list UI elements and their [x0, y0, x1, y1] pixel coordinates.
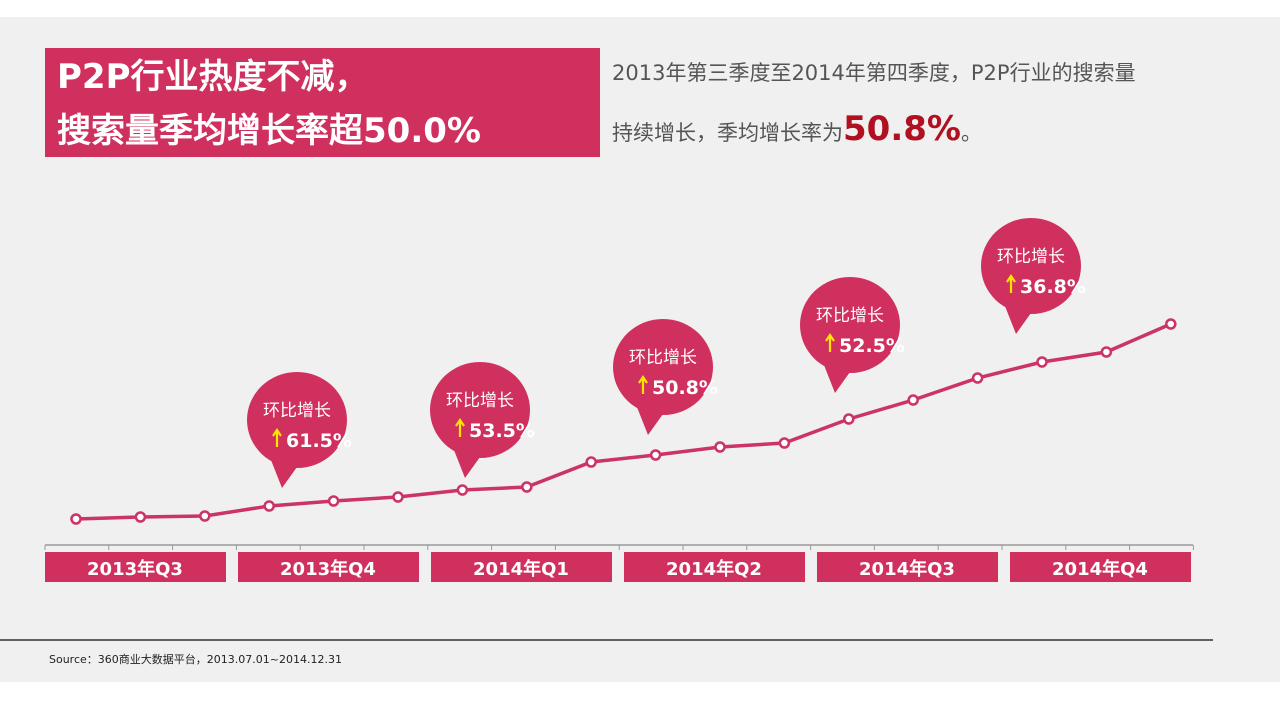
point — [971, 372, 984, 384]
category-box — [238, 552, 419, 582]
callout-bubble — [800, 277, 900, 373]
line — [75, 322, 1172, 521]
x-tick-label: 2014年Q3 — [859, 558, 955, 580]
point — [199, 510, 211, 522]
up-arrow — [1006, 274, 1016, 293]
callout: 环比增长 36.8% — [981, 218, 1086, 334]
callout: 环比增长 61.5% — [247, 372, 352, 488]
callout: 环比增长 52.5% — [800, 277, 905, 393]
callout-value: 61.5% — [286, 430, 352, 452]
point — [843, 413, 855, 425]
callout-value: 50.8% — [652, 377, 718, 399]
callout-bubble — [430, 362, 530, 458]
callout-label: 环比增长 — [263, 401, 331, 421]
point — [521, 481, 533, 493]
subtitle-highlight: 50.8% — [843, 109, 961, 149]
title-line: P2P行业热度不减， — [57, 57, 369, 97]
category-box — [45, 552, 226, 582]
subtitle-text: 持续增长，季均增长率为 — [612, 121, 843, 145]
source: Source：360商业大数据平台，2013.07.01~2014.12.31 — [49, 652, 342, 666]
point — [134, 511, 147, 523]
callout-label: 环比增长 — [816, 306, 884, 326]
callout-value: 52.5% — [839, 335, 905, 357]
callout-label: 环比增长 — [997, 247, 1065, 267]
point — [778, 437, 791, 449]
point — [327, 495, 340, 507]
x-tick-label: 2014年Q4 — [1052, 558, 1148, 580]
subtitle: 2013年第三季度至2014年第四季度，P2P行业的搜索量 — [612, 61, 1136, 85]
point — [456, 484, 469, 496]
callout-value: 53.5% — [469, 420, 535, 442]
title-box — [45, 48, 600, 157]
up-arrow — [455, 418, 465, 437]
category-box — [1010, 552, 1191, 582]
callout-label: 环比增长 — [446, 391, 514, 411]
callout-bubble — [613, 319, 713, 415]
point — [649, 449, 662, 461]
x-tick-label: 2013年Q3 — [87, 558, 183, 580]
title-line: 搜索量季均增长率超50.0% — [57, 111, 481, 151]
point — [585, 456, 597, 468]
point — [1036, 356, 1048, 368]
callout-bubble — [247, 372, 347, 468]
category-box — [624, 552, 805, 582]
x-tick-label: 2013年Q4 — [280, 558, 376, 580]
up-arrow — [272, 428, 282, 447]
x-tick-label: 2014年Q2 — [666, 558, 762, 580]
callout: 环比增长 53.5% — [430, 362, 535, 478]
up-arrow — [638, 375, 648, 394]
point — [70, 513, 82, 525]
point — [1100, 346, 1113, 358]
callout-value: 36.8% — [1020, 276, 1086, 298]
subtitle: 持续增长，季均增长率为50.8%。 — [612, 109, 982, 149]
point — [1165, 318, 1177, 330]
x-tick-label: 2014年Q1 — [473, 558, 569, 580]
up-arrow — [825, 333, 835, 352]
category-box — [431, 552, 612, 582]
callout: 环比增长 50.8% — [613, 319, 718, 435]
callout-label: 环比增长 — [629, 348, 697, 368]
point — [907, 394, 919, 406]
category-box — [817, 552, 998, 582]
callout-bubble — [981, 218, 1081, 314]
point — [392, 491, 404, 503]
subtitle-text: 。 — [961, 121, 982, 145]
point — [263, 500, 275, 512]
point — [714, 441, 726, 453]
